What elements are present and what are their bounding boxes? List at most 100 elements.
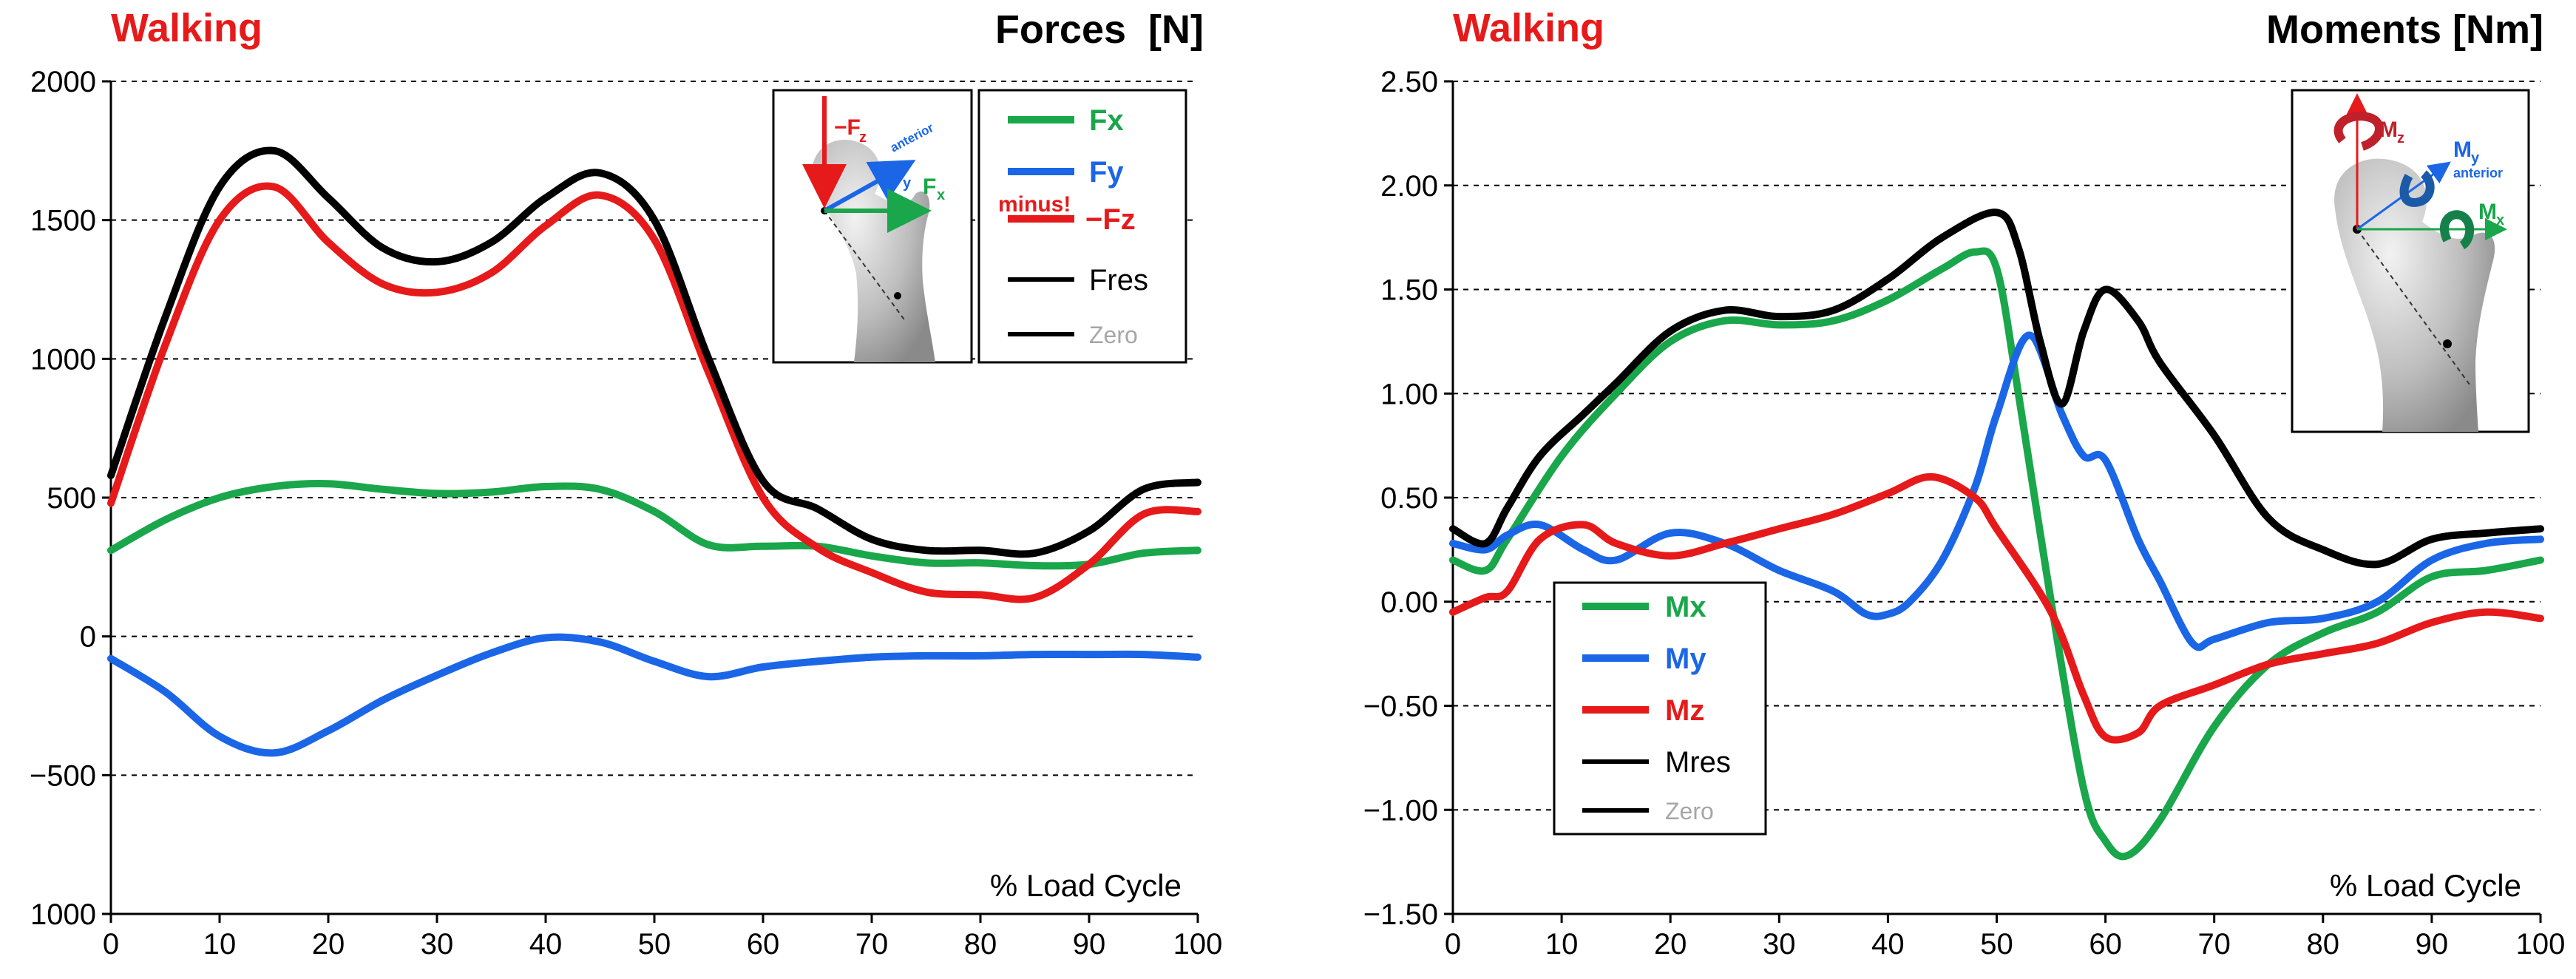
series-line-fy [107, 633, 1201, 757]
chart-title: Moments [Nm] [2266, 7, 2543, 52]
legend-item: minus! −Fz [998, 192, 1136, 236]
x-axis-label: % Load Cycle [990, 868, 1182, 903]
y-tick-label: 1500 [30, 205, 96, 237]
legend: Mx My Mz Mres Zero [1553, 581, 1767, 836]
y-tick-label: 500 [47, 482, 96, 515]
x-axis-label: % Load Cycle [2330, 868, 2521, 903]
inset-label: F [923, 175, 936, 199]
legend-item: Mx [1582, 591, 1706, 623]
series-line-mx [1449, 247, 2544, 861]
x-tick-label: 90 [1073, 928, 1106, 961]
y-tick-label: −1.50 [1363, 898, 1438, 931]
legend-label: Mx [1665, 591, 1706, 623]
x-tick-label: 0 [1445, 928, 1461, 961]
inset-label: x [937, 187, 945, 203]
inset-label: M [2379, 118, 2398, 142]
inset-femur-moments: M z M y anterior M x [2291, 89, 2530, 433]
inset-label: z [2397, 130, 2404, 146]
moment-y-arc [2399, 170, 2435, 207]
legend-item: Zero [1582, 798, 1714, 824]
forces-chart: Walking Forces [N] 1000−5000500100015002… [30, 6, 1222, 961]
legend-item: Zero [1008, 322, 1138, 348]
legend-label: Mres [1665, 746, 1731, 779]
x-tick-label: 50 [638, 928, 671, 961]
x-tick-label: 0 [103, 928, 119, 961]
y-tick-label: 1000 [30, 898, 96, 931]
legend: Fx Fy minus! −Fz Fres Zero [977, 89, 1187, 364]
inset-label: z [859, 129, 867, 146]
inset-label: F [889, 163, 902, 187]
legend-label: −Fz [1085, 203, 1136, 236]
y-tick-label: 2.00 [1380, 170, 1438, 203]
y-tick-label: 1.50 [1380, 274, 1438, 307]
y-tick-label: −0.50 [1363, 691, 1438, 723]
x-tick-label: 20 [312, 928, 345, 961]
legend-item: Fres [1008, 264, 1148, 297]
series-line-fx [107, 480, 1201, 570]
y-tick-label: 2000 [30, 66, 96, 98]
y-tick-label: −1.00 [1363, 794, 1438, 827]
x-tick-label: 90 [2416, 928, 2449, 961]
x-tick-label: 10 [203, 928, 237, 961]
y-tick-label: −500 [30, 759, 96, 792]
series [107, 146, 1201, 757]
series-line-fres [107, 146, 1201, 558]
series-line-fz [107, 182, 1201, 603]
activity-label: Walking [111, 6, 262, 50]
force-y-arrow [823, 160, 916, 213]
legend-label: My [1665, 643, 1706, 675]
x-tick-label: 80 [964, 928, 997, 961]
x-tick-label: 20 [1654, 928, 1687, 961]
x-tick-label: 100 [2516, 928, 2566, 961]
x-tick-label: 60 [747, 928, 780, 961]
series [1449, 209, 2544, 861]
inset-label: y [2471, 150, 2480, 166]
activity-label: Walking [1453, 6, 1604, 50]
moment-x-arc [2439, 210, 2475, 250]
inset-label: x [2496, 212, 2504, 228]
x-tick-label: 70 [855, 928, 889, 961]
legend-item: Mres [1582, 746, 1731, 779]
inset-label: y [903, 175, 912, 192]
chart-title: Forces [N] [995, 7, 1204, 52]
legend-label: Fy [1089, 156, 1124, 189]
axes: 1000 −500 0 500 1000 1500 2000 0 10 20 30 40 50 60 70 8… [30, 66, 1222, 961]
legend-note: minus! [998, 192, 1071, 217]
y-tick-label: 0.00 [1380, 586, 1438, 619]
x-tick-label: 40 [1871, 928, 1905, 961]
y-tick-label: 2.50 [1380, 66, 1438, 98]
legend-label: Zero [1665, 798, 1714, 824]
inset-label: M [2478, 200, 2497, 224]
legend-item: Mz [1582, 694, 1704, 727]
axes: −1.50 −1.00 −0.50 0.00 0.50 1.00 1.50 2.00 2.50 0… [1363, 66, 2566, 961]
x-tick-label: 100 [1173, 928, 1223, 961]
legend-item: My [1582, 643, 1706, 675]
x-tick-label: 60 [2089, 928, 2122, 961]
x-tick-label: 80 [2307, 928, 2340, 961]
y-tick-label: 1.00 [1380, 378, 1438, 410]
legend-label: Fx [1089, 104, 1124, 137]
moment-z-arc [2333, 112, 2384, 151]
y-tick-label: 0.50 [1380, 482, 1438, 515]
y-tick-label: 1000 [30, 343, 96, 376]
inset-label: M [2453, 138, 2472, 162]
legend-label: Fres [1089, 264, 1148, 297]
series-line-mres [1449, 209, 2544, 569]
x-tick-label: 50 [1980, 928, 2013, 961]
x-tick-label: 70 [2197, 928, 2231, 961]
legend-item: Fy [1008, 156, 1124, 189]
x-tick-label: 40 [529, 928, 563, 961]
legend-label: Mz [1665, 694, 1704, 727]
series-line-my [1449, 331, 2544, 651]
inset-femur-forces: −F z F y F x anterior [772, 89, 973, 364]
moments-chart: Walking Moments [Nm] −1.50 −1.00 −0.50 0.00… [1363, 6, 2566, 961]
x-tick-label: 30 [421, 928, 454, 961]
y-tick-label: 0 [80, 621, 96, 654]
legend-label: Zero [1089, 322, 1138, 348]
legend-item: Fx [1008, 104, 1124, 137]
x-tick-label: 30 [1763, 928, 1796, 961]
inset-label: anterior [2453, 166, 2503, 180]
inset-label: −F [834, 115, 861, 140]
x-tick-label: 10 [1545, 928, 1579, 961]
